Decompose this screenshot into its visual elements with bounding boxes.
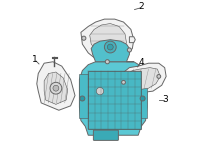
Circle shape [122,80,125,84]
Text: 3: 3 [163,95,168,105]
Polygon shape [97,76,119,97]
Circle shape [53,85,59,91]
Polygon shape [112,63,166,103]
Text: 4: 4 [138,58,144,67]
Circle shape [157,75,161,78]
Text: 2: 2 [138,2,144,11]
Polygon shape [79,62,147,135]
Circle shape [105,60,109,64]
Polygon shape [79,74,88,118]
Polygon shape [81,19,134,62]
Circle shape [127,48,131,52]
Circle shape [107,44,113,50]
Text: 1: 1 [32,55,37,64]
FancyBboxPatch shape [88,71,141,129]
Polygon shape [138,74,147,118]
Circle shape [50,82,62,94]
Polygon shape [129,37,135,43]
Circle shape [82,36,86,40]
FancyBboxPatch shape [93,130,118,140]
Polygon shape [44,72,68,104]
Polygon shape [91,40,134,62]
Circle shape [93,84,107,98]
Circle shape [140,96,145,101]
Circle shape [96,87,104,95]
Circle shape [104,41,116,53]
Polygon shape [125,68,160,90]
Polygon shape [37,62,75,110]
Polygon shape [90,24,126,54]
Circle shape [80,96,85,101]
